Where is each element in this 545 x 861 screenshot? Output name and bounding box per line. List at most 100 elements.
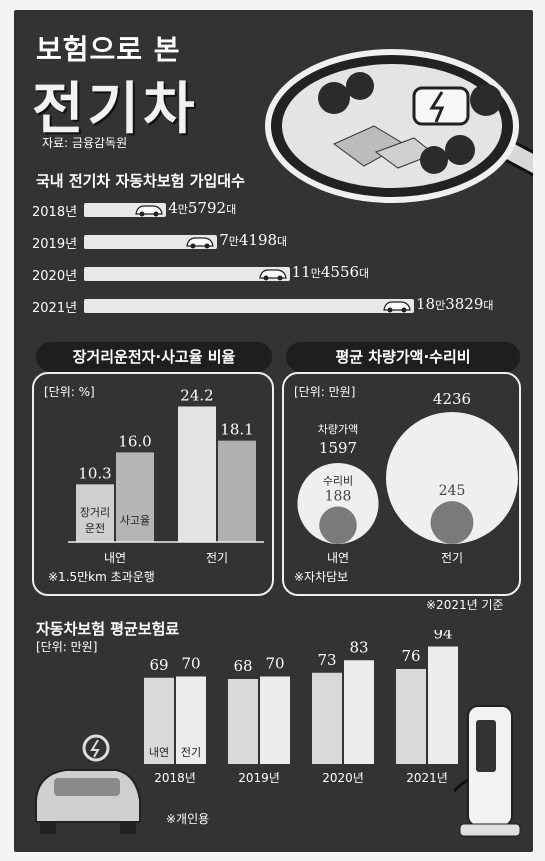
premium-value: 73 — [317, 651, 336, 669]
premium-year-label: 2020년 — [322, 771, 364, 785]
tree-icon — [445, 135, 475, 165]
cable-icon — [454, 778, 469, 794]
tree-icon — [318, 82, 350, 114]
ratio-note: ※1.5만km 초과운행 — [48, 570, 155, 584]
ratio-value: 16.0 — [118, 432, 151, 450]
price-label: 차량가액 — [318, 423, 358, 436]
ev-car-icon — [412, 86, 470, 126]
subscription-bar — [84, 299, 414, 313]
wheel-icon — [120, 822, 136, 834]
car-icon — [383, 301, 411, 313]
premium-bar — [228, 679, 258, 764]
price-value: 1597 — [319, 439, 357, 457]
ratio-panel-title: 장거리운전자·사고율 비율 — [36, 342, 272, 372]
premium-value: 69 — [149, 656, 168, 674]
tree-icon — [470, 84, 502, 116]
ratio-bar — [76, 484, 114, 542]
price-group-label: 전기 — [441, 551, 463, 565]
source-text: 자료: 금융감독원 — [42, 136, 128, 150]
premium-value: 76 — [401, 647, 420, 665]
ratio-inner-label: 운전 — [85, 522, 105, 535]
premium-bar — [312, 672, 342, 764]
ratio-inner-label: 사고율 — [120, 514, 150, 527]
ratio-bar — [116, 452, 154, 542]
premium-title: 자동차보험 평균보험료 — [36, 620, 180, 638]
ratio-bar — [178, 406, 216, 542]
premium-value: 94 — [433, 630, 452, 643]
ratio-group-label: 전기 — [206, 551, 228, 565]
ratio-value: 18.1 — [220, 421, 253, 439]
subscription-bar — [84, 235, 218, 249]
premium-value: 68 — [233, 657, 252, 675]
car-icon — [258, 269, 287, 281]
charge-pin-icon — [82, 734, 110, 762]
ratio-inner-label: 장거리 — [80, 506, 110, 519]
premium-chart: 69 내연 70 전기 2018년 68 70 2019년 73 83 2020년 76 94 2021년 — [144, 630, 458, 785]
price-panel-title: 평균 차량가액·수리비 — [286, 342, 520, 372]
price-group-label: 내연 — [327, 551, 349, 565]
subscription-year-label: 2019년 — [32, 237, 78, 252]
premium-bar — [396, 669, 426, 764]
lens-ground — [282, 64, 502, 188]
subscription-value: 7만4198대 — [219, 231, 288, 249]
repair-label: 수리비 — [323, 474, 353, 487]
lightning-icon — [90, 739, 100, 758]
subscription-year-label: 2018년 — [32, 205, 78, 220]
subscriptions-title: 국내 전기차 자동차보험 가입대수 — [36, 172, 245, 190]
subscription-year-label: 2021년 — [32, 301, 78, 316]
ratio-value: 10.3 — [78, 464, 111, 482]
premium-series-label: 내연 — [149, 746, 169, 759]
base-year-note: ※2021년 기준 — [426, 598, 504, 612]
premium-bar — [428, 646, 458, 764]
car-icon — [135, 205, 163, 217]
ratio-panel — [32, 372, 274, 596]
infographic: 보험으로 본 전기차 자료: 금융감독원 국내 전기차 자동차보험 가입대수 장… — [14, 10, 533, 852]
repair-value: 188 — [325, 488, 352, 504]
price-panel — [282, 372, 521, 596]
ev-car-illustration — [35, 734, 141, 834]
ratio-bar — [218, 440, 256, 542]
premium-year-label: 2018년 — [154, 771, 196, 785]
title-main: 전기차 — [32, 77, 199, 142]
premium-value: 70 — [265, 655, 284, 673]
subscription-value: 11만4556대 — [291, 263, 370, 281]
premium-series-label: 전기 — [181, 746, 201, 759]
premium-bar — [176, 676, 206, 764]
price-note: ※자차담보 — [294, 570, 349, 584]
charger-base-icon — [459, 823, 521, 837]
lightning-icon — [429, 91, 445, 123]
premium-bar — [344, 660, 374, 764]
repair-value: 245 — [439, 483, 466, 499]
premium-bar — [144, 677, 174, 764]
premium-year-label: 2021년 — [406, 771, 448, 785]
magnifier-illustration — [265, 49, 533, 203]
wheel-icon — [40, 822, 56, 834]
tree-icon — [420, 146, 448, 174]
price-circle — [386, 412, 518, 544]
ratio-unit: [단위: %] — [44, 385, 95, 399]
charger-illustration — [454, 705, 521, 837]
premium-value: 83 — [349, 638, 368, 656]
premium-bar — [260, 676, 290, 764]
premium-unit: [단위: 만원] — [36, 640, 98, 654]
subscription-value: 4만5792대 — [168, 199, 237, 217]
subscription-year-label: 2020년 — [32, 269, 78, 284]
tree-icon — [346, 72, 374, 100]
ratio-value: 24.2 — [180, 386, 213, 404]
price-unit: [단위: 만원] — [294, 385, 356, 399]
repair-circle — [319, 506, 357, 544]
subscription-value: 18만3829대 — [416, 295, 494, 313]
charger-screen-icon — [476, 720, 496, 772]
repair-circle — [430, 501, 474, 544]
subscription-bar — [84, 267, 290, 281]
car-window-icon — [54, 778, 120, 796]
premium-value: 70 — [181, 655, 200, 673]
premium-year-label: 2019년 — [238, 771, 280, 785]
price-circle — [297, 462, 379, 544]
price-value: 4236 — [433, 390, 471, 408]
car-icon — [186, 237, 214, 249]
ratio-group-label: 내연 — [104, 551, 126, 565]
title-top: 보험으로 본 — [36, 33, 181, 66]
